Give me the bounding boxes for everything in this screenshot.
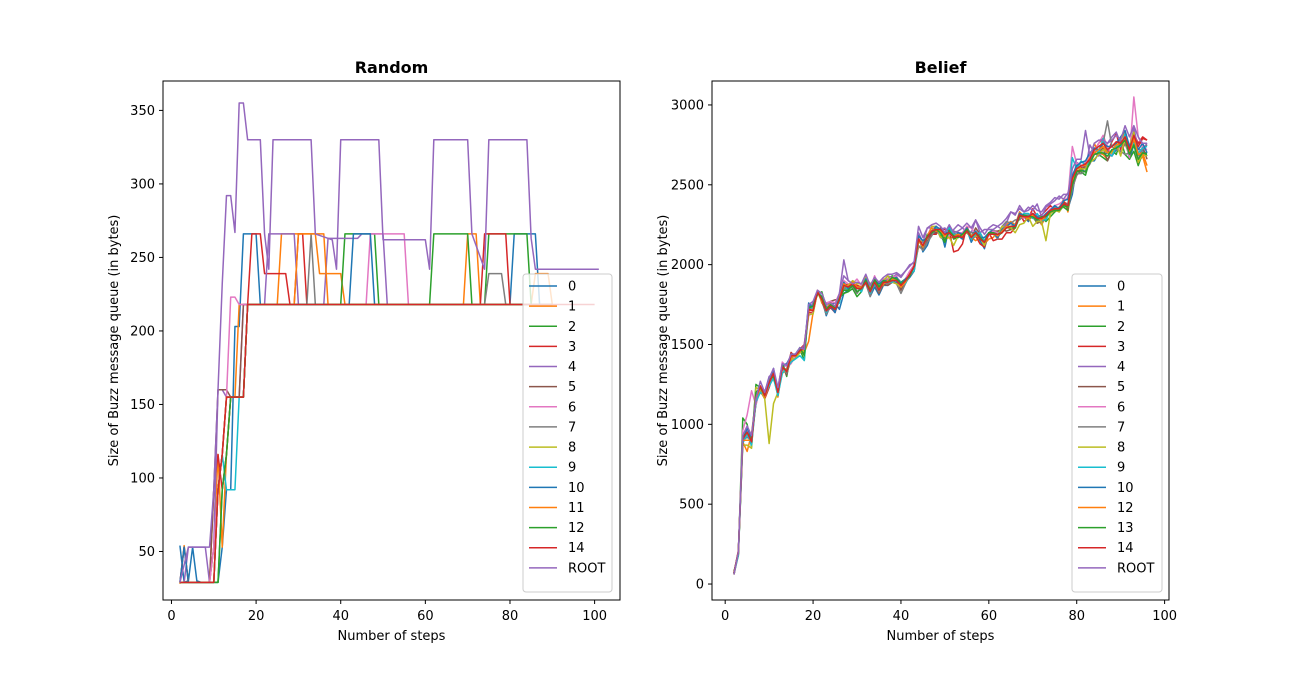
legend-label: 3 xyxy=(568,340,576,355)
legend-label: 5 xyxy=(568,380,576,395)
legend-label: 2 xyxy=(1117,320,1125,335)
series-line-belief-root xyxy=(733,124,1148,575)
axes-frame-belief xyxy=(711,80,1170,601)
series-line-random-9 xyxy=(179,303,553,584)
x-axis-label-random: Number of steps xyxy=(338,629,446,644)
legend-label: 1 xyxy=(1117,300,1125,315)
y-tick-label: 200 xyxy=(130,324,155,339)
series-line-random-11 xyxy=(179,233,553,584)
legend-label: 13 xyxy=(1117,521,1134,536)
series-line-random-7 xyxy=(179,233,553,584)
series-line-random-3 xyxy=(179,233,553,584)
legend-box-belief xyxy=(1071,273,1163,593)
x-tick-label: 60 xyxy=(981,609,998,624)
legend-label: 6 xyxy=(568,400,576,415)
axes-frame-random xyxy=(162,80,621,601)
y-tick-label: 50 xyxy=(138,545,155,560)
legend-label: 12 xyxy=(568,521,585,536)
legend-label: 7 xyxy=(1117,420,1125,435)
x-tick-label: 40 xyxy=(893,609,910,624)
series-group-random xyxy=(179,102,599,584)
x-axis-label-belief: Number of steps xyxy=(887,629,995,644)
y-tick-label: 500 xyxy=(679,498,704,513)
y-tick-label: 1500 xyxy=(671,338,704,353)
series-group-belief xyxy=(733,96,1148,575)
legend-label: 5 xyxy=(1117,380,1125,395)
x-tick-label: 20 xyxy=(248,609,265,624)
x-tick-label: 20 xyxy=(805,609,822,624)
series-line-random-5 xyxy=(179,303,553,584)
y-tick-label: 1000 xyxy=(671,418,704,433)
legend-label: 7 xyxy=(568,420,576,435)
x-tick-label: 0 xyxy=(721,609,729,624)
legend-label: 4 xyxy=(568,360,576,375)
x-tick-label: 0 xyxy=(167,609,175,624)
series-line-random-12 xyxy=(179,303,553,584)
legend-label: 2 xyxy=(568,320,576,335)
legend-label: 10 xyxy=(568,481,585,496)
chart-title-belief: Belief xyxy=(915,58,968,77)
legend-label: 3 xyxy=(1117,340,1125,355)
y-tick-label: 350 xyxy=(130,104,155,119)
legend-label: 12 xyxy=(1117,501,1134,516)
legend-label: 0 xyxy=(568,280,576,295)
chart-title-random: Random xyxy=(355,58,429,77)
y-tick-label: 3000 xyxy=(671,98,704,113)
x-tick-label: 60 xyxy=(417,609,434,624)
series-line-belief-9 xyxy=(733,132,1148,575)
legend-label: 14 xyxy=(1117,541,1134,556)
legend-label: 10 xyxy=(1117,481,1134,496)
legend-label: 11 xyxy=(568,501,585,516)
y-tick-label: 0 xyxy=(696,578,704,593)
belief-chart-panel: Belief Number of steps Size of Buzz mess… xyxy=(656,58,1177,644)
y-axis-label-random: Size of Buzz message queue (in bytes) xyxy=(107,215,122,467)
legend-label: ROOT xyxy=(1117,561,1154,576)
legend-label: 4 xyxy=(1117,360,1125,375)
legend-label: 9 xyxy=(568,461,576,476)
series-line-random-1 xyxy=(179,233,554,584)
legend-label: 6 xyxy=(1117,400,1125,415)
series-line-random-10 xyxy=(179,233,553,584)
series-line-random-8 xyxy=(179,303,553,584)
y-tick-label: 300 xyxy=(130,177,155,192)
series-line-random-6 xyxy=(179,233,553,584)
legend-label: 8 xyxy=(1117,441,1125,456)
y-tick-label: 2000 xyxy=(671,258,704,273)
y-tick-label: 2500 xyxy=(671,178,704,193)
legend-label: 9 xyxy=(1117,461,1125,476)
y-tick-label: 150 xyxy=(130,398,155,413)
random-chart-panel: Random Number of steps Size of Buzz mess… xyxy=(107,58,621,644)
series-line-belief-8 xyxy=(733,131,1148,575)
x-tick-label: 40 xyxy=(332,609,349,624)
x-tick-label: 100 xyxy=(582,609,607,624)
series-line-belief-13 xyxy=(733,139,1148,574)
series-line-random-14 xyxy=(179,303,595,584)
legend-label: ROOT xyxy=(568,561,605,576)
x-tick-label: 80 xyxy=(502,609,519,624)
y-tick-label: 250 xyxy=(130,251,155,266)
series-line-random-root xyxy=(179,102,599,583)
legend-label: 14 xyxy=(568,541,585,556)
series-line-random-0 xyxy=(179,233,553,584)
series-line-random-2 xyxy=(179,233,553,584)
legend-box-random xyxy=(522,273,613,593)
y-axis-label-belief: Size of Buzz message queue (in bytes) xyxy=(656,215,671,467)
y-tick-label: 100 xyxy=(130,471,155,486)
legend-label: 0 xyxy=(1117,280,1125,295)
legend-label: 1 xyxy=(568,300,576,315)
legend-label: 8 xyxy=(568,441,576,456)
x-tick-label: 80 xyxy=(1068,609,1085,624)
series-line-random-4 xyxy=(179,233,553,584)
x-tick-label: 100 xyxy=(1152,609,1177,624)
